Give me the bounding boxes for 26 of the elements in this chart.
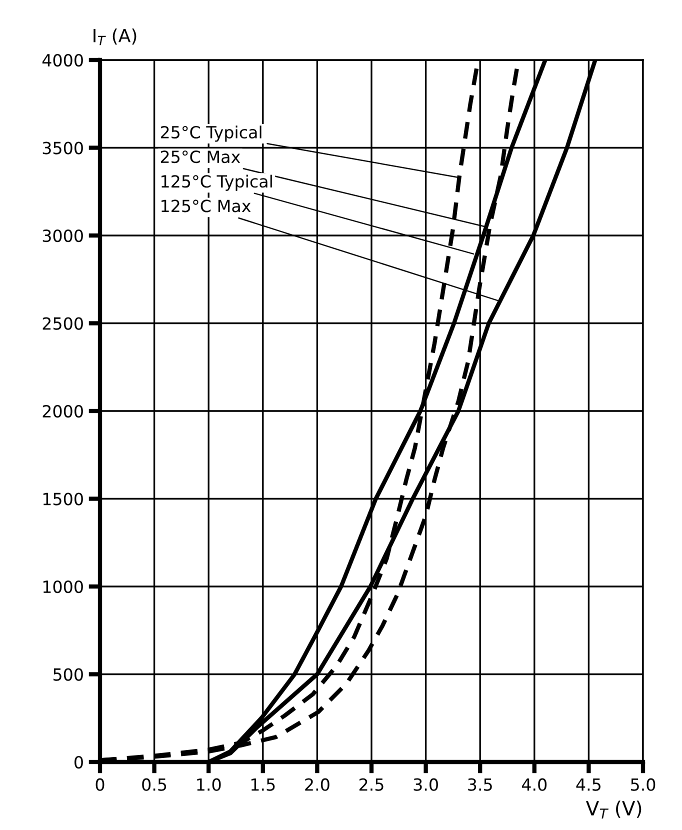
x-tick-label: 1.0: [197, 778, 221, 791]
annotation: 25°C Typical: [160, 126, 262, 142]
x-tick-label: 3.5: [468, 778, 492, 791]
annotation: 125°C Max: [162, 200, 251, 212]
x-tick-label: 3.0: [414, 778, 438, 791]
y-tick-label: 0: [74, 756, 83, 769]
x-tick-label: 4.5: [576, 778, 600, 791]
x-tick-label: 1.5: [251, 778, 275, 791]
x-tick-label: 4.0: [522, 778, 547, 791]
y-tick-label: 4000: [42, 54, 83, 67]
x-tick-label: 5.0: [631, 778, 656, 791]
x-tick-label: 2.5: [359, 778, 384, 791]
y-tick-label: 2000: [42, 404, 83, 418]
y-tick-label: 2500: [42, 317, 83, 330]
annotation: 25°C Max: [160, 150, 240, 164]
x-tick-label: 0.5: [142, 778, 166, 791]
y-tick-label: 3000: [42, 229, 83, 242]
y-tick-label: 1000: [43, 580, 83, 594]
y-tick-label: 3500: [42, 142, 83, 154]
annotation: 125°C Typical: [162, 174, 272, 191]
x-tick-label: 0: [96, 778, 104, 791]
y-axis-title: I$_{T}$ (A): [94, 28, 136, 46]
x-tick-label: 2.0: [305, 778, 330, 791]
x-axis-title: V$_{T}$ (V): [586, 800, 642, 819]
y-tick-label: 1500: [43, 492, 83, 506]
y-tick-label: 500: [54, 668, 83, 681]
